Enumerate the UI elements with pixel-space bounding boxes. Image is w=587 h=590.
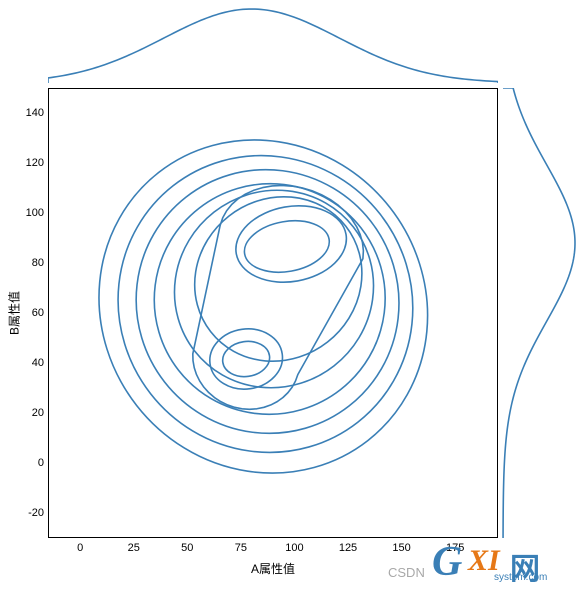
joint-kde-figure: 0255075100125150175-20020406080100120140… xyxy=(0,0,587,590)
x-tick-label: 100 xyxy=(285,542,303,554)
right-marginal-kde xyxy=(502,88,580,538)
y-tick-label: 100 xyxy=(22,207,44,219)
x-tick-label: 75 xyxy=(235,542,247,554)
x-tick-label: 50 xyxy=(181,542,193,554)
y-tick-label: 120 xyxy=(22,157,44,169)
y-tick-label: 40 xyxy=(28,357,44,369)
y-tick-label: 20 xyxy=(28,407,44,419)
x-axis-label: A属性值 xyxy=(251,560,295,577)
x-tick-label: 150 xyxy=(392,542,410,554)
y-axis-label: B属性值 xyxy=(6,291,23,335)
y-tick-label: 0 xyxy=(34,457,44,469)
y-tick-label: 60 xyxy=(28,307,44,319)
main-contour-plot xyxy=(48,88,498,538)
x-tick-label: 0 xyxy=(77,542,83,554)
y-tick-label: 80 xyxy=(28,257,44,269)
y-tick-label: 140 xyxy=(22,107,44,119)
x-tick-label: 125 xyxy=(339,542,357,554)
logo-g-letter: G xyxy=(432,538,462,586)
y-tick-label: -20 xyxy=(22,507,44,519)
x-tick-label: 25 xyxy=(128,542,140,554)
csdn-watermark: CSDN xyxy=(388,565,425,580)
contour-svg xyxy=(49,89,499,539)
top-marginal-kde xyxy=(48,4,498,84)
logo-subtext: system.com xyxy=(494,572,547,583)
